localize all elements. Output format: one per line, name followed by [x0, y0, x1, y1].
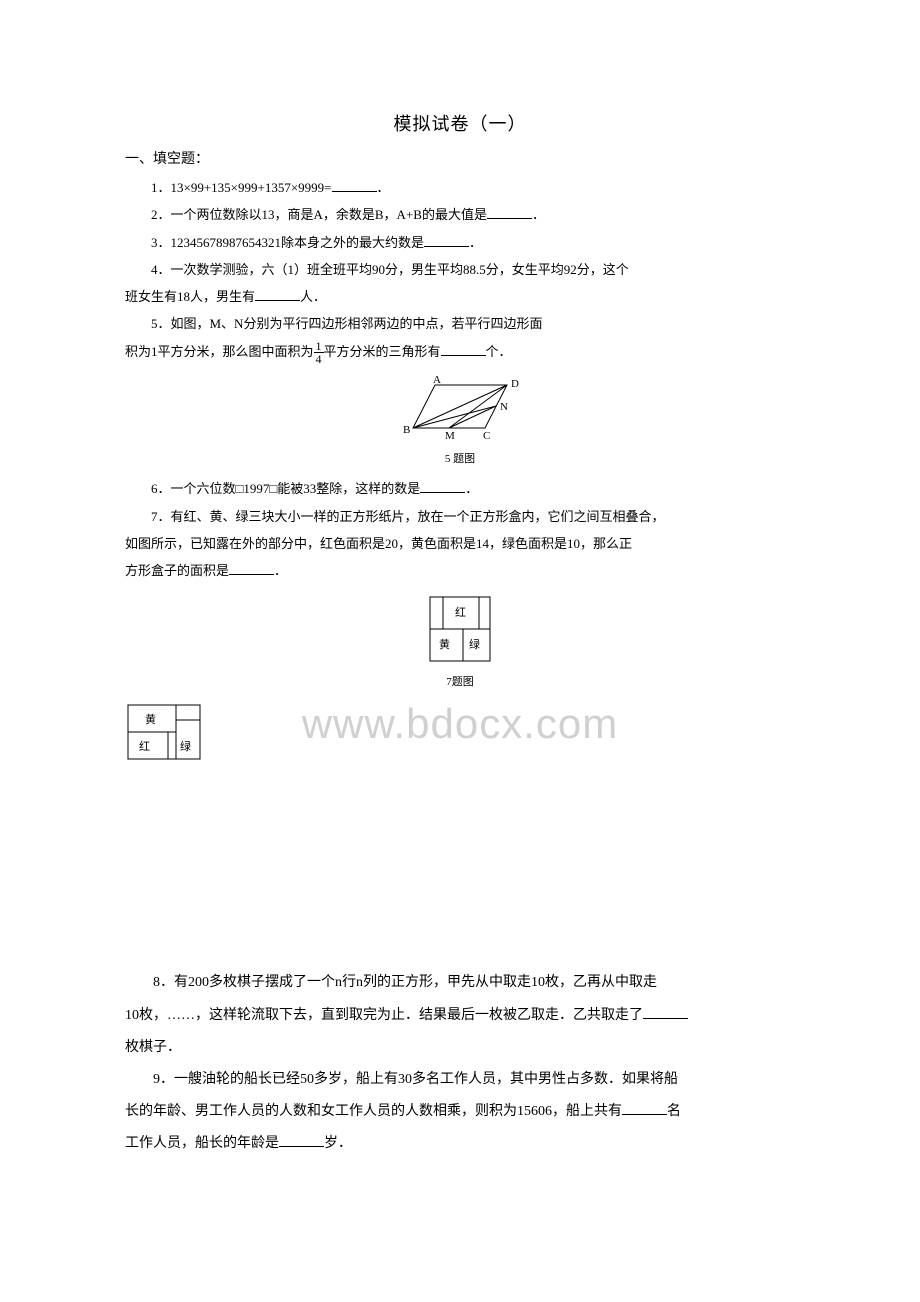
figure-7-caption: 7题图: [425, 673, 495, 689]
question-8-line2: 10枚，……，这样轮流取下去，直到取完为止．结果最后一枚被乙取走．乙共取走了: [125, 1000, 795, 1032]
q8c-text: 枚棋子．: [125, 1040, 181, 1055]
content-area: 模拟试卷（一） 一、填空题： 1．13×99+135×999+1357×9999…: [125, 110, 795, 1161]
question-4-line2: 班女生有18人，男生有 人．: [125, 283, 795, 310]
blank: [441, 342, 486, 356]
q6-end: ．: [465, 481, 478, 496]
figure-5-caption: 5 题图: [385, 450, 535, 466]
yellow-label-b: 黄: [145, 712, 156, 726]
q1-text: 1．13×99+135×999+1357×9999=: [151, 180, 332, 195]
fraction: 14: [314, 340, 324, 365]
q6-text: 6．一个六位数□1997□能被33整除，这样的数是: [151, 481, 420, 496]
line-md: [449, 385, 507, 428]
q3-text: 3．12345678987654321除本身之外的最大约数是: [151, 235, 424, 250]
q1-end: ．: [377, 180, 390, 195]
blank: [332, 178, 377, 192]
question-6: 6．一个六位数□1997□能被33整除，这样的数是 ．: [125, 475, 795, 502]
question-2: 2．一个两位数除以13，商是A，余数是B，A+B的最大值是 ．: [125, 201, 795, 228]
q7c-text: 方形盒子的面积是: [125, 563, 229, 578]
question-7-line2: 如图所示，已知露在外的部分中，红色面积是20，黄色面积是14，绿色面积是10，那…: [125, 530, 795, 557]
blank: [279, 1133, 324, 1147]
question-4-line1: 4．一次数学测验，六（1）班全班平均90分，男生平均88.5分，女生平均92分，…: [125, 256, 795, 283]
q7c-end: ．: [274, 563, 287, 578]
blank: [424, 233, 469, 247]
q8a-text: 8．有200多枚棋子摆成了一个n行n列的正方形，甲先从中取走10枚，乙再从中取走: [153, 975, 657, 990]
q9c-text: 工作人员，船长的年龄是: [125, 1136, 279, 1151]
label-n: N: [500, 401, 508, 413]
q2-end: ．: [532, 207, 545, 222]
q9a-text: 9．一艘油轮的船长已经50多岁，船上有30多名工作人员，其中男性占多数．如果将船: [153, 1072, 678, 1087]
blank: [643, 1005, 688, 1019]
figure-7b-svg: 黄 红 绿: [125, 702, 203, 762]
section-header: 一、填空题：: [125, 148, 795, 168]
figure-7-container: 红 黄 绿 7题图: [125, 592, 795, 690]
question-7-line3: 方形盒子的面积是 ．: [125, 557, 795, 584]
label-m: M: [445, 430, 455, 442]
yellow-label: 黄: [439, 637, 450, 651]
green-label: 绿: [469, 637, 480, 651]
q5b-post: 平方分米的三角形有: [324, 344, 441, 359]
q7b-text: 如图所示，已知露在外的部分中，红色面积是20，黄色面积是14，绿色面积是10，那…: [125, 536, 632, 551]
figure-5: A D B C M N 5 题图: [385, 373, 535, 466]
blank: [255, 287, 300, 301]
question-9-line3: 工作人员，船长的年龄是 岁．: [125, 1128, 795, 1160]
lower-section: 8．有200多枚棋子摆成了一个n行n列的正方形，甲先从中取走10枚，乙再从中取走…: [125, 967, 795, 1160]
q9b-text: 长的年龄、男工作人员的人数和女工作人员的人数相乘，则积为15606，船上共有: [125, 1104, 622, 1119]
green-label-b: 绿: [180, 739, 191, 753]
red-label: 红: [455, 606, 466, 619]
blank: [420, 479, 465, 493]
q7a-text: 7．有红、黄、绿三块大小一样的正方形纸片，放在一个正方形盒内，它们之间互相叠合，: [151, 509, 665, 524]
label-a: A: [433, 374, 441, 386]
blank: [487, 205, 532, 219]
question-8-line1: 8．有200多枚棋子摆成了一个n行n列的正方形，甲先从中取走10枚，乙再从中取走: [125, 967, 795, 999]
label-b: B: [403, 424, 410, 436]
figure-5-container: A D B C M N 5 题图: [125, 373, 795, 467]
question-5-line1: 5．如图，M、N分别为平行四边形相邻两边的中点，若平行四边形面: [125, 310, 795, 337]
q2-text: 2．一个两位数除以13，商是A，余数是B，A+B的最大值是: [151, 207, 487, 222]
question-9-line1: 9．一艘油轮的船长已经50多岁，船上有30多名工作人员，其中男性占多数．如果将船: [125, 1064, 795, 1096]
label-d: D: [511, 378, 519, 390]
figure-7: 红 黄 绿 7题图: [425, 592, 495, 689]
q9b-end: 名: [667, 1104, 681, 1119]
question-5-line2: 积为1平方分米，那么图中面积为14平方分米的三角形有 个．: [125, 338, 795, 366]
label-c: C: [483, 430, 490, 442]
figure-7-svg: 红 黄 绿: [425, 592, 495, 666]
question-9-line2: 长的年龄、男工作人员的人数和女工作人员的人数相乘，则积为15606，船上共有 名: [125, 1096, 795, 1128]
green-box-b: [176, 720, 200, 759]
question-1: 1．13×99+135×999+1357×9999= ．: [125, 174, 795, 201]
page-title: 模拟试卷（一）: [125, 110, 795, 136]
q3-end: ．: [469, 235, 482, 250]
q5b-pre: 积为1平方分米，那么图中面积为: [125, 344, 314, 359]
figure-5-svg: A D B C M N: [385, 373, 535, 443]
q8b-text: 10枚，……，这样轮流取下去，直到取完为止．结果最后一枚被乙取走．乙共取走了: [125, 1008, 643, 1023]
question-8-line3: 枚棋子．: [125, 1032, 795, 1064]
question-3: 3．12345678987654321除本身之外的最大约数是 ．: [125, 229, 795, 256]
fraction-den: 4: [314, 353, 324, 365]
q9c-end: 岁．: [324, 1136, 352, 1151]
blank: [229, 561, 274, 575]
q5a-text: 5．如图，M、N分别为平行四边形相邻两边的中点，若平行四边形面: [151, 316, 542, 331]
figure-7b: 黄 红 绿: [125, 702, 795, 767]
question-7-line1: 7．有红、黄、绿三块大小一样的正方形纸片，放在一个正方形盒内，它们之间互相叠合，: [125, 503, 795, 530]
q4b-end: 人．: [300, 289, 326, 304]
blank: [622, 1101, 667, 1115]
red-label-b: 红: [139, 740, 150, 753]
q5b-end: 个．: [486, 344, 512, 359]
q4a-text: 4．一次数学测验，六（1）班全班平均90分，男生平均88.5分，女生平均92分，…: [151, 262, 629, 277]
q4b-text: 班女生有18人，男生有: [125, 289, 255, 304]
